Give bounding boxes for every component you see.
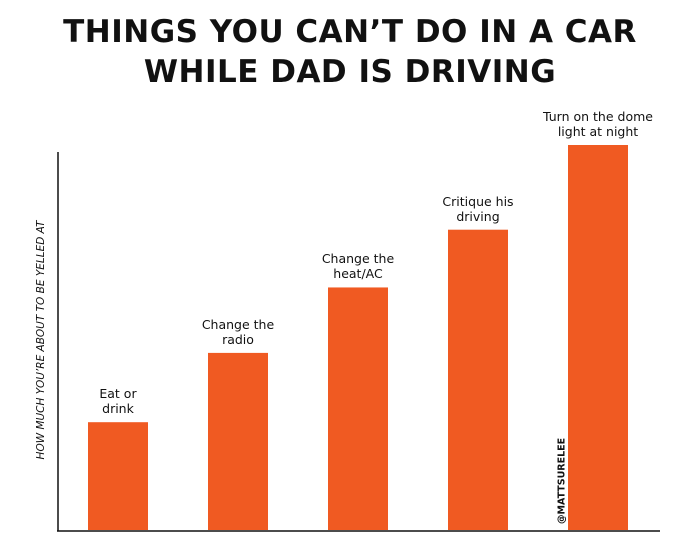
chart-title: THINGS YOU CAN’T DO IN A CAR WHILE DAD I…: [63, 14, 637, 90]
category-label: Eat or drink: [99, 386, 137, 417]
bar: [88, 422, 148, 530]
category-label: Critique his driving: [442, 193, 514, 224]
watermark: @MATTSURELEE: [557, 438, 568, 524]
bar: [448, 229, 508, 530]
category-label: Turn on the dome light at night: [543, 109, 653, 139]
category-label: Change the heat/AC: [321, 251, 395, 282]
category-label: Change the radio: [201, 316, 275, 347]
bar: [208, 352, 268, 530]
bar: [328, 287, 388, 530]
y-axis-label: HOW MUCH YOU’RE ABOUT TO BE YELLED AT: [35, 219, 47, 459]
bar: [568, 145, 628, 530]
